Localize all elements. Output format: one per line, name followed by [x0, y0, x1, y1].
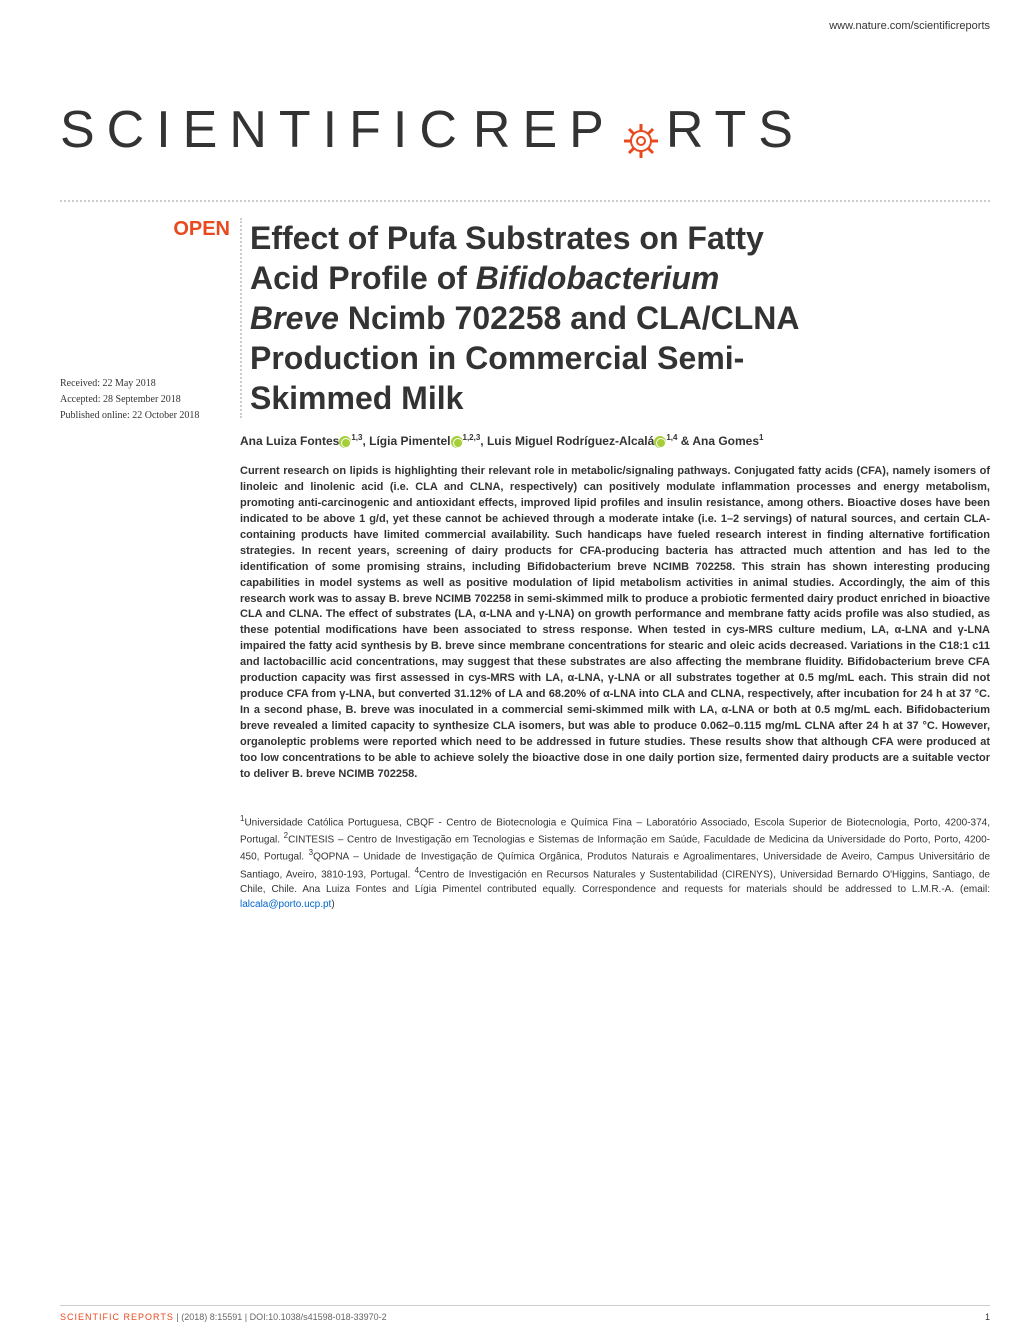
correspondence-email[interactable]: lalcala@porto.ucp.pt — [240, 899, 331, 910]
title-line3b: Ncimb 702258 and CLA/CLNA — [339, 300, 800, 336]
footer-journal: SCIENTIFIC REPORTS — [60, 1312, 174, 1322]
author-1: Ana Luiza Fontes — [240, 434, 339, 448]
orcid-icon — [654, 436, 666, 448]
page-number: 1 — [985, 1312, 990, 1322]
authors-list: Ana Luiza Fontes 1,3, Lígia Pimentel 1,2,3… — [240, 432, 990, 450]
footer-citation-text: | (2018) 8:15591 | DOI:10.1038/s41598-01… — [174, 1312, 387, 1322]
publication-dates: Received: 22 May 2018 Accepted: 28 Septe… — [60, 376, 230, 424]
left-column: OPEN Received: 22 May 2018 Accepted: 28 … — [60, 218, 230, 424]
title-line2b: Bifidobacterium — [476, 260, 720, 296]
page-footer: SCIENTIFIC REPORTS | (2018) 8:15591 | DO… — [60, 1305, 990, 1322]
title-line5: Skimmed Milk — [250, 380, 463, 416]
date-received: Received: 22 May 2018 — [60, 376, 230, 392]
logo-text-2: REP — [473, 101, 616, 159]
author-1-aff: 1,3 — [351, 433, 362, 442]
author-2: Lígia Pimentel — [369, 434, 450, 448]
footer-citation: SCIENTIFIC REPORTS | (2018) 8:15591 | DO… — [60, 1312, 387, 1322]
sep: , — [480, 434, 487, 448]
author-4: Ana Gomes — [692, 434, 759, 448]
main-column: Effect of Pufa Substrates on Fatty Acid … — [240, 218, 990, 912]
author-3: Luis Miguel Rodríguez-Alcalá — [487, 434, 654, 448]
author-4-aff: 1 — [759, 433, 763, 442]
title-line4: Production in Commercial Semi- — [250, 340, 744, 376]
title-line3a: Breve — [250, 300, 339, 336]
open-access-badge: OPEN — [60, 218, 230, 241]
title-block: Effect of Pufa Substrates on Fatty Acid … — [240, 218, 990, 418]
date-accepted: Accepted: 28 September 2018 — [60, 392, 230, 408]
aff-end: ) — [331, 899, 334, 910]
orcid-icon — [339, 436, 351, 448]
author-2-aff: 1,2,3 — [463, 433, 481, 442]
orcid-icon — [451, 436, 463, 448]
logo-text-3: RTS — [666, 101, 805, 159]
affiliations-block: 1Universidade Católica Portuguesa, CBQF … — [240, 813, 990, 912]
logo-text-1: SCIENTIFIC — [60, 101, 469, 159]
divider — [60, 200, 990, 202]
amp: & — [677, 434, 692, 448]
title-line1: Effect of Pufa Substrates on Fatty — [250, 220, 764, 256]
article-title: Effect of Pufa Substrates on Fatty Acid … — [250, 218, 990, 418]
abstract-text: Current research on lipids is highlighti… — [240, 464, 990, 783]
gear-icon — [616, 116, 666, 171]
header-url: www.nature.com/scientificreports — [829, 20, 990, 32]
title-line2a: Acid Profile of — [250, 260, 476, 296]
journal-logo: SCIENTIFIC REP RTS — [60, 100, 990, 171]
date-published: Published online: 22 October 2018 — [60, 408, 230, 424]
author-3-aff: 1,4 — [666, 433, 677, 442]
